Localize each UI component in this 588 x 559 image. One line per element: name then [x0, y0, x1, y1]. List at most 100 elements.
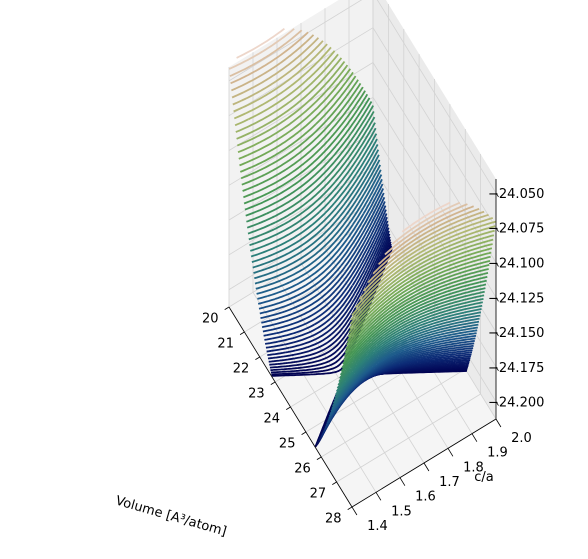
x-tick-mark	[332, 481, 337, 485]
contour-line	[236, 27, 451, 233]
grid-line-z	[376, 0, 497, 194]
x-ticks: 20 21 22 23 24 25 26 27 28	[202, 306, 353, 526]
contour-line	[231, 34, 480, 275]
contour-line	[235, 53, 495, 321]
y-ticks: 1.41.51.61.71.81.92.0	[351, 418, 532, 534]
grid-line-z	[228, 0, 363, 82]
z-tick-mark	[495, 192, 499, 198]
contour-line	[239, 71, 492, 342]
x-tick-mark	[239, 331, 245, 335]
z-tick-label: −24.175	[488, 361, 544, 376]
x-tick-label: 25	[279, 436, 296, 451]
contour-line	[253, 154, 480, 404]
contour-line	[230, 31, 474, 265]
contour-line	[229, 29, 468, 256]
z-tick-mark	[495, 331, 499, 337]
axis-panes	[229, 0, 496, 507]
contour-line	[241, 82, 490, 354]
x-tick-mark	[270, 381, 276, 385]
grid-line-z	[228, 131, 374, 221]
x-tick-mark	[316, 456, 322, 460]
y-tick-mark	[447, 448, 454, 457]
x-tick-mark	[301, 431, 307, 435]
contour-line	[243, 90, 489, 361]
x-tick-label: 26	[294, 461, 311, 476]
x-tick-label: 28	[325, 511, 342, 526]
contour-line	[255, 169, 478, 412]
contour-line	[246, 110, 485, 379]
y-tick-mark	[495, 418, 502, 428]
y-tick-mark	[399, 477, 406, 486]
x-tick-label: 20	[202, 311, 219, 326]
z-tick-label: −24.075	[488, 222, 544, 237]
grid-line-z	[228, 27, 374, 117]
x-tick-label: 23	[248, 386, 265, 401]
z-tick-label: −24.125	[488, 291, 544, 306]
z-tick-label: −24.150	[488, 326, 544, 341]
contour-line	[233, 43, 494, 301]
y-tick-label: 1.5	[391, 504, 412, 519]
grid-line-y	[252, 292, 377, 493]
contour-line	[238, 68, 493, 338]
contour-line	[244, 97, 487, 369]
y-tick-label: 1.9	[487, 446, 508, 461]
contour-line	[251, 143, 482, 399]
contour-line	[252, 149, 481, 401]
grid-line-z	[372, 62, 497, 263]
y-tick-mark	[423, 462, 430, 472]
surface-contours	[228, 27, 497, 448]
z-tick-mark	[495, 227, 499, 232]
z-tick-mark	[495, 366, 499, 372]
contour-line	[232, 40, 489, 292]
contour-line	[243, 93, 488, 365]
contour-line	[239, 75, 491, 346]
contour-line	[247, 116, 485, 383]
contour-line	[242, 86, 489, 358]
contour-line	[245, 101, 487, 372]
z-tick-label: −24.050	[488, 187, 544, 202]
x-tick-label: 27	[310, 486, 327, 501]
contour-line	[250, 133, 483, 392]
x-tick-label: 22	[233, 361, 250, 376]
x-tick-label: 24	[264, 411, 281, 426]
z-tick-mark	[495, 297, 499, 302]
contour-line	[236, 61, 494, 329]
y-tick-label: 1.6	[415, 490, 436, 505]
y-tick-label: 1.8	[463, 460, 484, 475]
contour-line	[233, 46, 497, 309]
x-tick-mark	[224, 306, 230, 310]
contour-line	[240, 79, 491, 350]
z-tick-mark	[495, 401, 499, 406]
y-tick-mark	[375, 492, 382, 501]
x-tick-label: 21	[217, 336, 234, 351]
y-tick-label: 1.7	[439, 475, 460, 490]
x-axis-label: Volume [A³/atom]	[114, 494, 228, 540]
contour-line	[257, 178, 477, 417]
contour-line	[237, 64, 493, 334]
contour-line	[236, 57, 495, 325]
contour-line	[228, 28, 461, 245]
x-tick-mark	[285, 406, 291, 410]
y-tick-mark	[351, 506, 358, 516]
z-ticks: −24.050 −24.075 −24.100 −24.125 −24.150 −24.1…	[488, 187, 544, 411]
x-tick-mark	[347, 506, 353, 510]
grid-line-z	[372, 201, 497, 402]
y-tick-mark	[471, 433, 478, 442]
grid-line-z	[228, 96, 374, 186]
contour-line	[231, 37, 485, 284]
contour-line	[249, 127, 483, 389]
y-axis-label: c/a	[474, 470, 494, 485]
z-tick-label: −24.100	[488, 257, 544, 272]
z-tick-label: −24.200	[488, 396, 544, 411]
contour-line	[250, 138, 482, 396]
x-tick-mark	[255, 356, 261, 360]
contour-line	[246, 105, 486, 376]
y-tick-label: 1.4	[367, 519, 388, 534]
contour-line	[234, 50, 496, 316]
z-tick-mark	[495, 262, 499, 267]
y-tick-label: 2.0	[511, 431, 532, 446]
grid-line-z	[372, 27, 497, 228]
grid-line-z	[228, 166, 374, 256]
contour-line	[248, 122, 484, 386]
